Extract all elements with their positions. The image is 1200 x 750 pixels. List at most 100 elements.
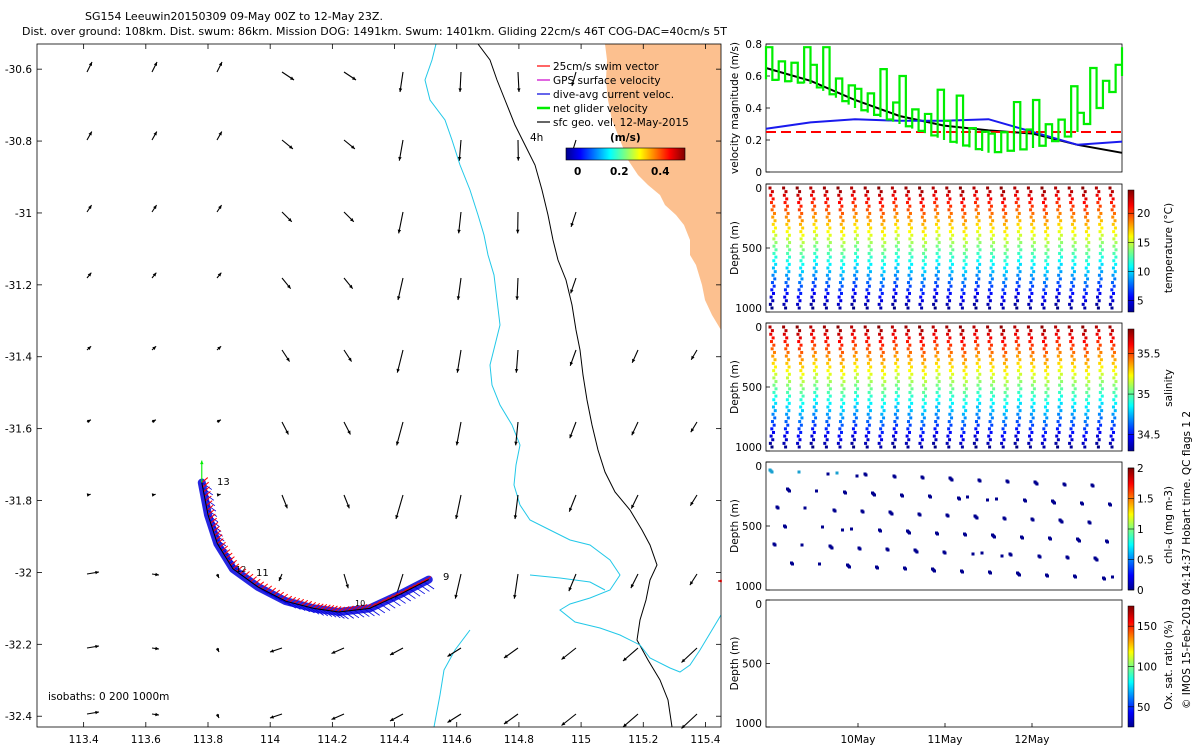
salt-dot-15-29 — [975, 430, 979, 434]
temp-dot-23-6 — [1083, 208, 1087, 212]
salt-dot-20-22 — [1043, 405, 1047, 409]
salt-dot-23-17 — [1087, 387, 1091, 391]
temp-dot-19-6 — [1029, 208, 1033, 212]
salt-dot-20-31 — [1043, 438, 1047, 442]
temp-dot-6-0 — [850, 186, 854, 190]
salt-dot-10-11 — [909, 365, 913, 369]
temp-dot-6-3 — [853, 197, 857, 201]
temp-dot-12-25 — [936, 277, 940, 281]
temp-dot-16-4 — [987, 201, 991, 205]
salt-dot-21-6 — [1056, 347, 1060, 351]
temp-dot-19-29 — [1030, 291, 1034, 295]
salt-dot-1-8 — [784, 354, 788, 358]
salt-dot-5-4 — [837, 340, 841, 344]
salt-dot-5-28 — [838, 427, 842, 431]
temp-dot-19-18 — [1030, 251, 1034, 255]
temp-dot-10-28 — [906, 288, 910, 292]
salt-dot-15-25 — [977, 416, 981, 420]
temp-dot-18-24 — [1016, 273, 1020, 277]
salt-dot-25-4 — [1109, 340, 1113, 344]
temp-dot-17-14 — [1003, 237, 1007, 241]
temp-dot-15-23 — [977, 270, 981, 274]
salt-dot-9-21 — [896, 401, 900, 405]
temp-dot-25-2 — [1109, 193, 1113, 197]
temp-dot-10-31 — [907, 299, 911, 303]
geo-vector-88-head — [561, 655, 566, 660]
salt-dot-6-23 — [855, 409, 859, 413]
temp-dot-21-31 — [1056, 299, 1060, 303]
temp-dot-25-30 — [1109, 295, 1113, 299]
temp-dot-12-21 — [937, 262, 941, 266]
salt-dot-4-18 — [826, 390, 830, 394]
salt-dot-8-33 — [879, 445, 883, 449]
temp-dot-22-13 — [1073, 233, 1077, 237]
salt-dot-22-2 — [1068, 332, 1072, 336]
temp-dot-10-23 — [909, 270, 913, 274]
salt-dot-13-28 — [947, 427, 951, 431]
temp-dot-5-32 — [836, 302, 840, 306]
salt-dot-8-1 — [879, 329, 883, 333]
land-area — [605, 44, 721, 330]
temp-dot-11-18 — [922, 251, 926, 255]
salt-dot-21-32 — [1054, 441, 1058, 445]
salt-dot-21-16 — [1058, 383, 1062, 387]
temp-dot-2-6 — [797, 208, 801, 212]
temp-dot-22-14 — [1071, 237, 1075, 241]
salt-dot-1-25 — [786, 416, 790, 420]
salt-dot-6-10 — [853, 361, 857, 365]
temp-dot-19-20 — [1030, 259, 1034, 263]
temp-dot-0-4 — [769, 201, 773, 205]
dac-vector-1-5 — [215, 538, 227, 547]
temp-dot-14-8 — [961, 215, 965, 219]
geo-vector-65-shaft — [514, 494, 519, 520]
salt-dot-3-19 — [815, 394, 819, 398]
temp-dot-7-10 — [866, 222, 870, 226]
temp-dot-5-26 — [838, 281, 842, 285]
salt-dot-10-23 — [909, 409, 913, 413]
temp-dot-6-9 — [855, 219, 859, 223]
net-velocity-arrow-head — [200, 460, 204, 465]
chl-dot-18 — [818, 562, 821, 566]
salt-dot-5-5 — [840, 343, 844, 347]
chl-dot-33 — [848, 565, 851, 569]
salt-dot-11-9 — [923, 358, 927, 362]
temp-dot-7-21 — [869, 262, 873, 266]
salt-dot-17-15 — [1005, 380, 1009, 384]
salt-dot-4-4 — [824, 340, 828, 344]
geo-vector-87-head — [504, 654, 508, 658]
salt-dot-2-3 — [798, 336, 802, 340]
temp-dot-20-21 — [1046, 262, 1050, 266]
salt-dot-6-24 — [853, 412, 857, 416]
salt-dot-12-8 — [934, 354, 938, 358]
salt-dot-1-27 — [786, 423, 790, 427]
geo-vector-57-head — [690, 428, 695, 433]
salt-dot-5-31 — [839, 438, 843, 442]
temp-dot-16-22 — [989, 266, 993, 270]
salt-dot-24-6 — [1097, 347, 1101, 351]
dive-label-13: 13 — [217, 477, 230, 488]
temp-dot-11-5 — [921, 204, 925, 208]
swim-vector-1-4 — [213, 525, 220, 532]
salt-dot-9-30 — [892, 434, 896, 438]
temp-dot-23-17 — [1087, 248, 1091, 252]
salt-dot-16-25 — [990, 416, 994, 420]
salt-dot-10-27 — [908, 423, 912, 427]
dac-vector-8-4 — [390, 598, 401, 607]
temp-dot-14-14 — [962, 237, 966, 241]
temp-dot-21-2 — [1054, 193, 1058, 197]
chl-dot-109 — [1003, 517, 1007, 521]
salt-dot-24-26 — [1097, 420, 1101, 424]
vel-ytick-label-1: 0.2 — [745, 135, 762, 147]
geo-vector-80-head — [95, 644, 99, 649]
salt-dot-12-3 — [934, 336, 938, 340]
temp-dot-13-13 — [951, 233, 955, 237]
chl-dot-12 — [791, 562, 794, 566]
salt-dot-14-2 — [959, 332, 963, 336]
temp-dot-18-10 — [1016, 222, 1020, 226]
temp-dot-9-13 — [896, 233, 900, 237]
salt-dot-2-33 — [797, 445, 801, 449]
temp-dot-7-26 — [866, 281, 870, 285]
salt-dot-13-23 — [950, 409, 954, 413]
temp-dot-14-9 — [963, 219, 967, 223]
temp-dot-14-1 — [961, 190, 965, 194]
